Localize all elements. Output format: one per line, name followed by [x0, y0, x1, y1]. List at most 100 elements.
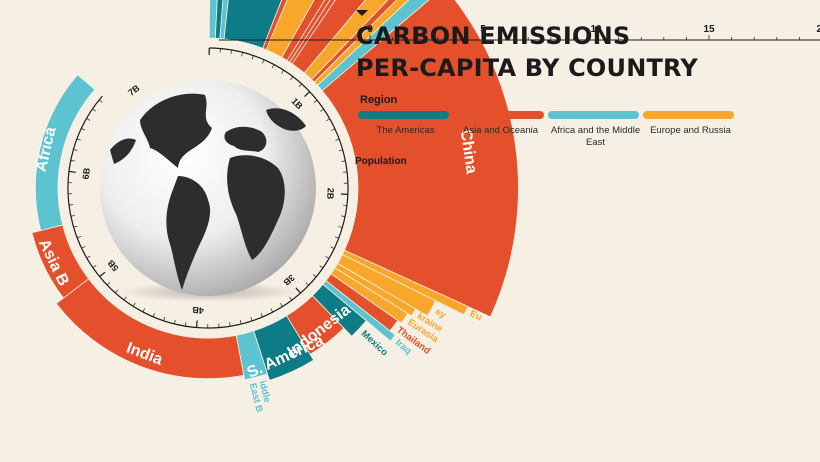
population-minor-tick — [338, 226, 343, 228]
bar-japan — [291, 0, 366, 74]
bar-australia-new-zealand — [262, 0, 288, 51]
population-minor-tick — [123, 296, 127, 301]
population-minor-tick — [81, 246, 86, 249]
emissions-tick-label: 0 — [367, 24, 373, 35]
bar-asia-b — [31, 224, 90, 299]
bar-middle-east — [208, 0, 218, 39]
population-minor-tick — [229, 322, 231, 327]
population-minor-tick — [325, 256, 330, 259]
bar-middle-east-b — [235, 330, 268, 381]
population-label: Population — [355, 156, 407, 167]
bar-saudi-arabia — [219, 0, 229, 40]
emissions-tick-label: 20 — [816, 24, 820, 35]
population-minor-tick — [251, 55, 254, 60]
bar-south-africa — [316, 0, 430, 92]
bar-kazakhstan-turkmenistan — [286, 0, 331, 63]
legend-title: Region — [360, 94, 398, 106]
population-minor-tick — [280, 302, 283, 307]
bar-ukraine — [334, 262, 417, 317]
population-minor-tick — [106, 281, 111, 286]
population-minor-tick — [92, 265, 97, 268]
population-minor-tick — [270, 308, 274, 313]
population-axis-line — [67, 47, 349, 329]
population-minor-tick — [241, 52, 243, 57]
population-minor-tick — [312, 274, 317, 278]
emissions-axis: 0 5 10 15 20 — [219, 10, 820, 41]
population-minor-tick — [174, 319, 176, 324]
population-minor-tick — [330, 246, 335, 249]
legend-label: Europe and Russia — [650, 125, 731, 136]
population-tick-label: 1B — [289, 96, 305, 112]
population-minor-tick — [152, 312, 155, 317]
bar-canada — [214, 0, 224, 39]
bar-poland — [313, 0, 410, 87]
label-middle-east-b: iddleEast B — [247, 379, 275, 413]
population-minor-tick — [331, 128, 335, 131]
emissions-tick-label: 10 — [590, 24, 602, 35]
bar-turkey — [337, 254, 437, 317]
population-minor-tick — [86, 255, 91, 259]
legend-item-europe-russia: Europe and Russia — [643, 111, 738, 161]
population-minor-tick — [320, 108, 324, 112]
population-minor-tick — [261, 59, 265, 64]
population-minor-tick — [73, 149, 78, 151]
globe-illustration — [100, 80, 316, 302]
bar-s-korea — [281, 0, 326, 62]
population-tick-label: 6B — [81, 167, 92, 180]
bar-iraq — [322, 280, 396, 342]
bar-chinese-taipei — [289, 0, 336, 65]
population-minor-tick — [335, 138, 340, 141]
population-major-tick — [68, 170, 77, 173]
population-major-tick — [304, 91, 311, 97]
label-china: China — [457, 128, 480, 174]
population-minor-tick — [341, 215, 346, 217]
population-minor-tick — [76, 138, 81, 141]
bar-asia-a — [311, 0, 398, 83]
bar-india — [55, 278, 245, 380]
legend-label: Africa and the Middle East — [550, 125, 641, 148]
population-major-tick — [99, 271, 106, 278]
legend-swatch — [548, 111, 639, 119]
population-minor-tick — [305, 282, 309, 286]
population-tick-label: 4B — [191, 305, 204, 316]
population-minor-tick — [70, 215, 75, 217]
population-minor-tick — [342, 204, 347, 206]
region-legend: The Americas Asia and Oceania Africa and… — [358, 111, 738, 161]
legend-swatch — [453, 111, 544, 119]
population-minor-tick — [281, 70, 284, 74]
population-minor-tick — [290, 76, 294, 81]
population-minor-tick — [73, 225, 78, 228]
population-minor-tick — [77, 236, 82, 239]
legend-swatch — [643, 111, 734, 119]
population-minor-tick — [289, 296, 293, 301]
title-line-1: CARBON EMISSIONS — [356, 22, 631, 50]
population-minor-tick — [239, 320, 242, 325]
population-minor-tick — [298, 83, 302, 88]
population-minor-tick — [114, 289, 119, 294]
bar-europe — [341, 249, 469, 316]
label-europe: Eu — [468, 308, 484, 323]
population-tick-label: 7B — [126, 83, 142, 98]
bar-eurasia — [330, 267, 409, 324]
population-minor-tick — [163, 316, 166, 321]
bar-china — [321, 0, 519, 318]
population-minor-tick — [70, 160, 75, 162]
legend-item-asia-oceania: Asia and Oceania — [453, 111, 548, 161]
population-minor-tick — [250, 316, 253, 322]
population-minor-tick — [271, 64, 275, 69]
legend-label: The Americas — [376, 125, 435, 136]
population-tick-label: 2B — [325, 188, 336, 200]
population-minor-tick — [326, 118, 330, 122]
bar-mexico — [311, 283, 367, 337]
population-major-tick — [195, 320, 198, 328]
legend-item-africa-middle-east: Africa and the Middle East — [548, 111, 643, 161]
population-minor-tick — [86, 118, 91, 121]
population-minor-tick — [99, 99, 103, 103]
bar-s-america — [253, 315, 315, 381]
title-line-2: PER-CAPITA BY COUNTRY — [356, 54, 698, 82]
population-minor-tick — [319, 265, 324, 269]
population-minor-tick — [142, 308, 146, 313]
population-minor-tick — [341, 160, 346, 162]
population-label-text: Population — [355, 156, 407, 167]
